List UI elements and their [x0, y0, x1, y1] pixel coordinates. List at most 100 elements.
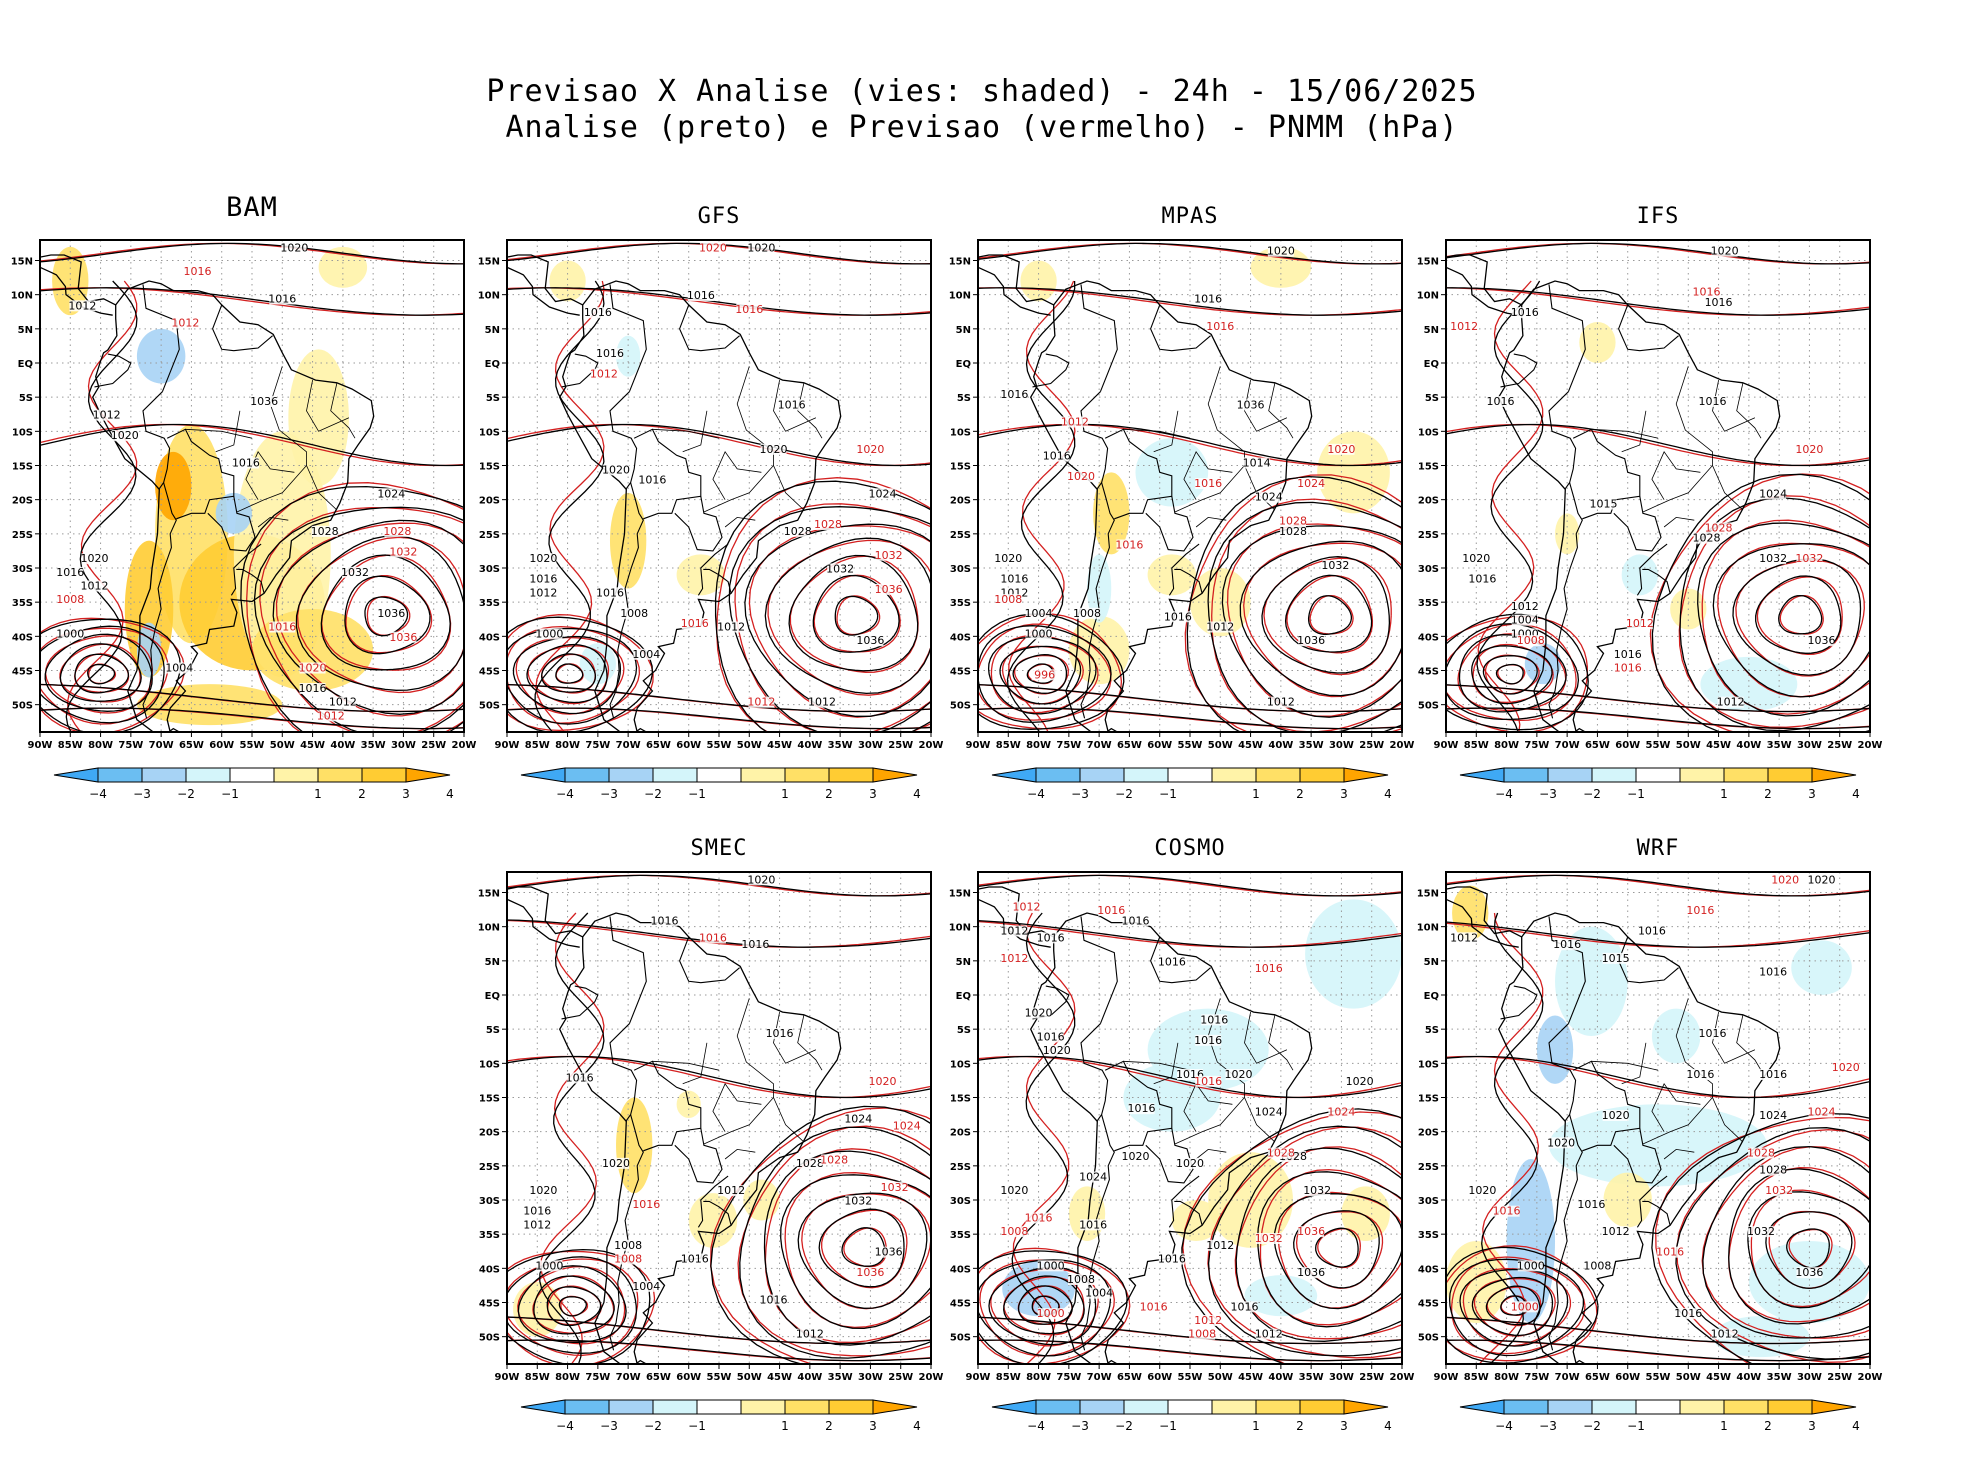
analysis-contour-label: 1024: [1255, 491, 1283, 504]
forecast-contour-label: 1008: [614, 1253, 642, 1266]
label-bg: [760, 443, 787, 455]
isobar-high: [295, 535, 464, 691]
forecast-contour-label: 1028: [1279, 515, 1307, 528]
label-bg: [869, 488, 896, 500]
label-bg: [1207, 1239, 1234, 1251]
x-tick-label: 85W: [996, 1372, 1021, 1383]
isobar-line: [1446, 1055, 1870, 1099]
panel-mpas: 1020 1016 1016 1016 1036 1014 1024 1028 1032 1020…: [940, 232, 1418, 842]
label-bg: [1195, 1315, 1222, 1326]
label-bg: [1128, 1103, 1155, 1115]
x-tick-label: 25W: [1827, 1372, 1852, 1383]
x-tick-label: 75W: [1056, 740, 1081, 751]
isobar-line: [978, 242, 1402, 265]
label-bg: [1602, 1110, 1629, 1121]
colorbar-segment: [1591, 767, 1637, 783]
colorbar-label: −3: [1071, 1419, 1089, 1433]
label-bg: [269, 293, 296, 305]
label-bg: [1001, 952, 1028, 964]
analysis-contour-label: 1012: [1206, 621, 1234, 634]
x-tick-label: 70W: [616, 1372, 641, 1383]
analysis-contour-label: 1012: [1450, 931, 1478, 944]
bias-region: [1250, 246, 1312, 288]
colorbar-segment: [141, 767, 187, 783]
colorbar-label: −1: [688, 787, 706, 801]
state-line: [1268, 383, 1294, 439]
x-tick-label: 90W: [966, 1372, 991, 1383]
forecast-contour-label: 1012: [747, 696, 775, 709]
state-line: [712, 450, 762, 500]
analysis-contour-label: 1016: [1194, 293, 1222, 306]
label-bg: [827, 563, 854, 575]
isobar-line: [40, 707, 464, 730]
isobar-andes: [1006, 280, 1076, 732]
colorbar-segment: [1811, 767, 1857, 783]
isobar-low: [1012, 654, 1068, 694]
y-tick-label: 15N: [1417, 889, 1439, 900]
x-tick-label: 80W: [1494, 1372, 1519, 1383]
axes: 15N 10N 5N EQ 5S 10S 15S 20S 25S 30S 35S 40S 45S 50S 9…: [1417, 889, 1883, 1384]
label-bg: [329, 696, 356, 708]
y-tick-label: 25S: [479, 1162, 500, 1173]
isobar-line: [507, 707, 931, 730]
colorbar-label: 2: [825, 1419, 833, 1433]
state-line: [703, 366, 774, 513]
x-tick-label: 45W: [1706, 1372, 1731, 1383]
analysis-contour-label: 1036: [856, 634, 884, 647]
analysis-contour-label: 1016: [1759, 1068, 1787, 1081]
x-tick-label: 75W: [118, 740, 143, 751]
forecast-contour-label: 1008: [1000, 1225, 1028, 1238]
x-tick-label: 60W: [209, 740, 234, 751]
analysis-contour-label: 1020: [760, 443, 788, 456]
forecast-contour-label: 1028: [383, 525, 411, 538]
label-bg: [1177, 1157, 1203, 1169]
isobar-high: [1728, 1167, 1870, 1323]
label-bg: [1346, 1075, 1373, 1087]
x-tick-label: 35W: [828, 740, 853, 751]
y-tick-label: 45S: [950, 1299, 971, 1310]
coastlines: [1446, 886, 1781, 1364]
label-bg: [1511, 1301, 1538, 1313]
isobar-line: [978, 1055, 1402, 1099]
analysis-contour-label: 1020: [1224, 1068, 1252, 1081]
isobar-line: [40, 287, 464, 316]
analysis-contour-label: 1012: [81, 580, 109, 593]
isobar-high: [710, 1107, 931, 1364]
forecast-contour-label: 1028: [1747, 1147, 1775, 1160]
analysis-contour-label: 1024: [1255, 1106, 1283, 1119]
analysis-contour-label: 1036: [1808, 634, 1836, 647]
isobar-high: [1284, 574, 1373, 653]
x-tick-label: 30W: [1797, 740, 1822, 751]
axes: 15N 10N 5N EQ 5S 10S 15S 20S 25S 30S 35S 40S 45S 50S 9…: [949, 889, 1415, 1384]
analysis-contour-label: 1012: [1511, 600, 1539, 613]
x-tick-label: 30W: [858, 740, 883, 751]
state-line: [245, 450, 295, 500]
label-bg: [1195, 478, 1222, 489]
label-bg: [857, 1267, 884, 1279]
isobar-line: [1446, 1055, 1870, 1099]
x-tick-label: 35W: [361, 740, 386, 751]
isobar-high: [763, 1150, 931, 1346]
label-bg: [893, 1120, 920, 1132]
colorbar-segment: [1503, 1399, 1549, 1415]
x-tick-label: 20W: [1858, 1372, 1883, 1383]
label-bg: [1590, 498, 1617, 510]
y-tick-label: 40S: [950, 1264, 971, 1275]
label-bg: [1772, 874, 1799, 886]
x-tick-label: 30W: [391, 740, 416, 751]
isobar-high: [812, 574, 900, 653]
panel-cosmo: 1016 1016 1012 1016 1020 1016 1020 1016 1016 1016…: [940, 864, 1418, 1474]
y-tick-label: 25S: [950, 530, 971, 541]
forecast-contour-label: 1020: [856, 443, 884, 456]
isobar-low: [987, 636, 1097, 715]
state-line: [1153, 1042, 1179, 1085]
x-tick-label: 85W: [58, 740, 83, 751]
bias-region: [1621, 554, 1658, 596]
state-line: [1123, 428, 1191, 439]
colorbar-label: −2: [1115, 787, 1133, 801]
isobar-line: [1446, 707, 1870, 730]
colorbar-label: 3: [1808, 1419, 1816, 1433]
analysis-contour-label: 1016: [1674, 1307, 1702, 1320]
map-area: 1020101610121012102010161036102410281020…: [40, 240, 464, 732]
analysis-contour-label: 1036: [377, 607, 405, 620]
